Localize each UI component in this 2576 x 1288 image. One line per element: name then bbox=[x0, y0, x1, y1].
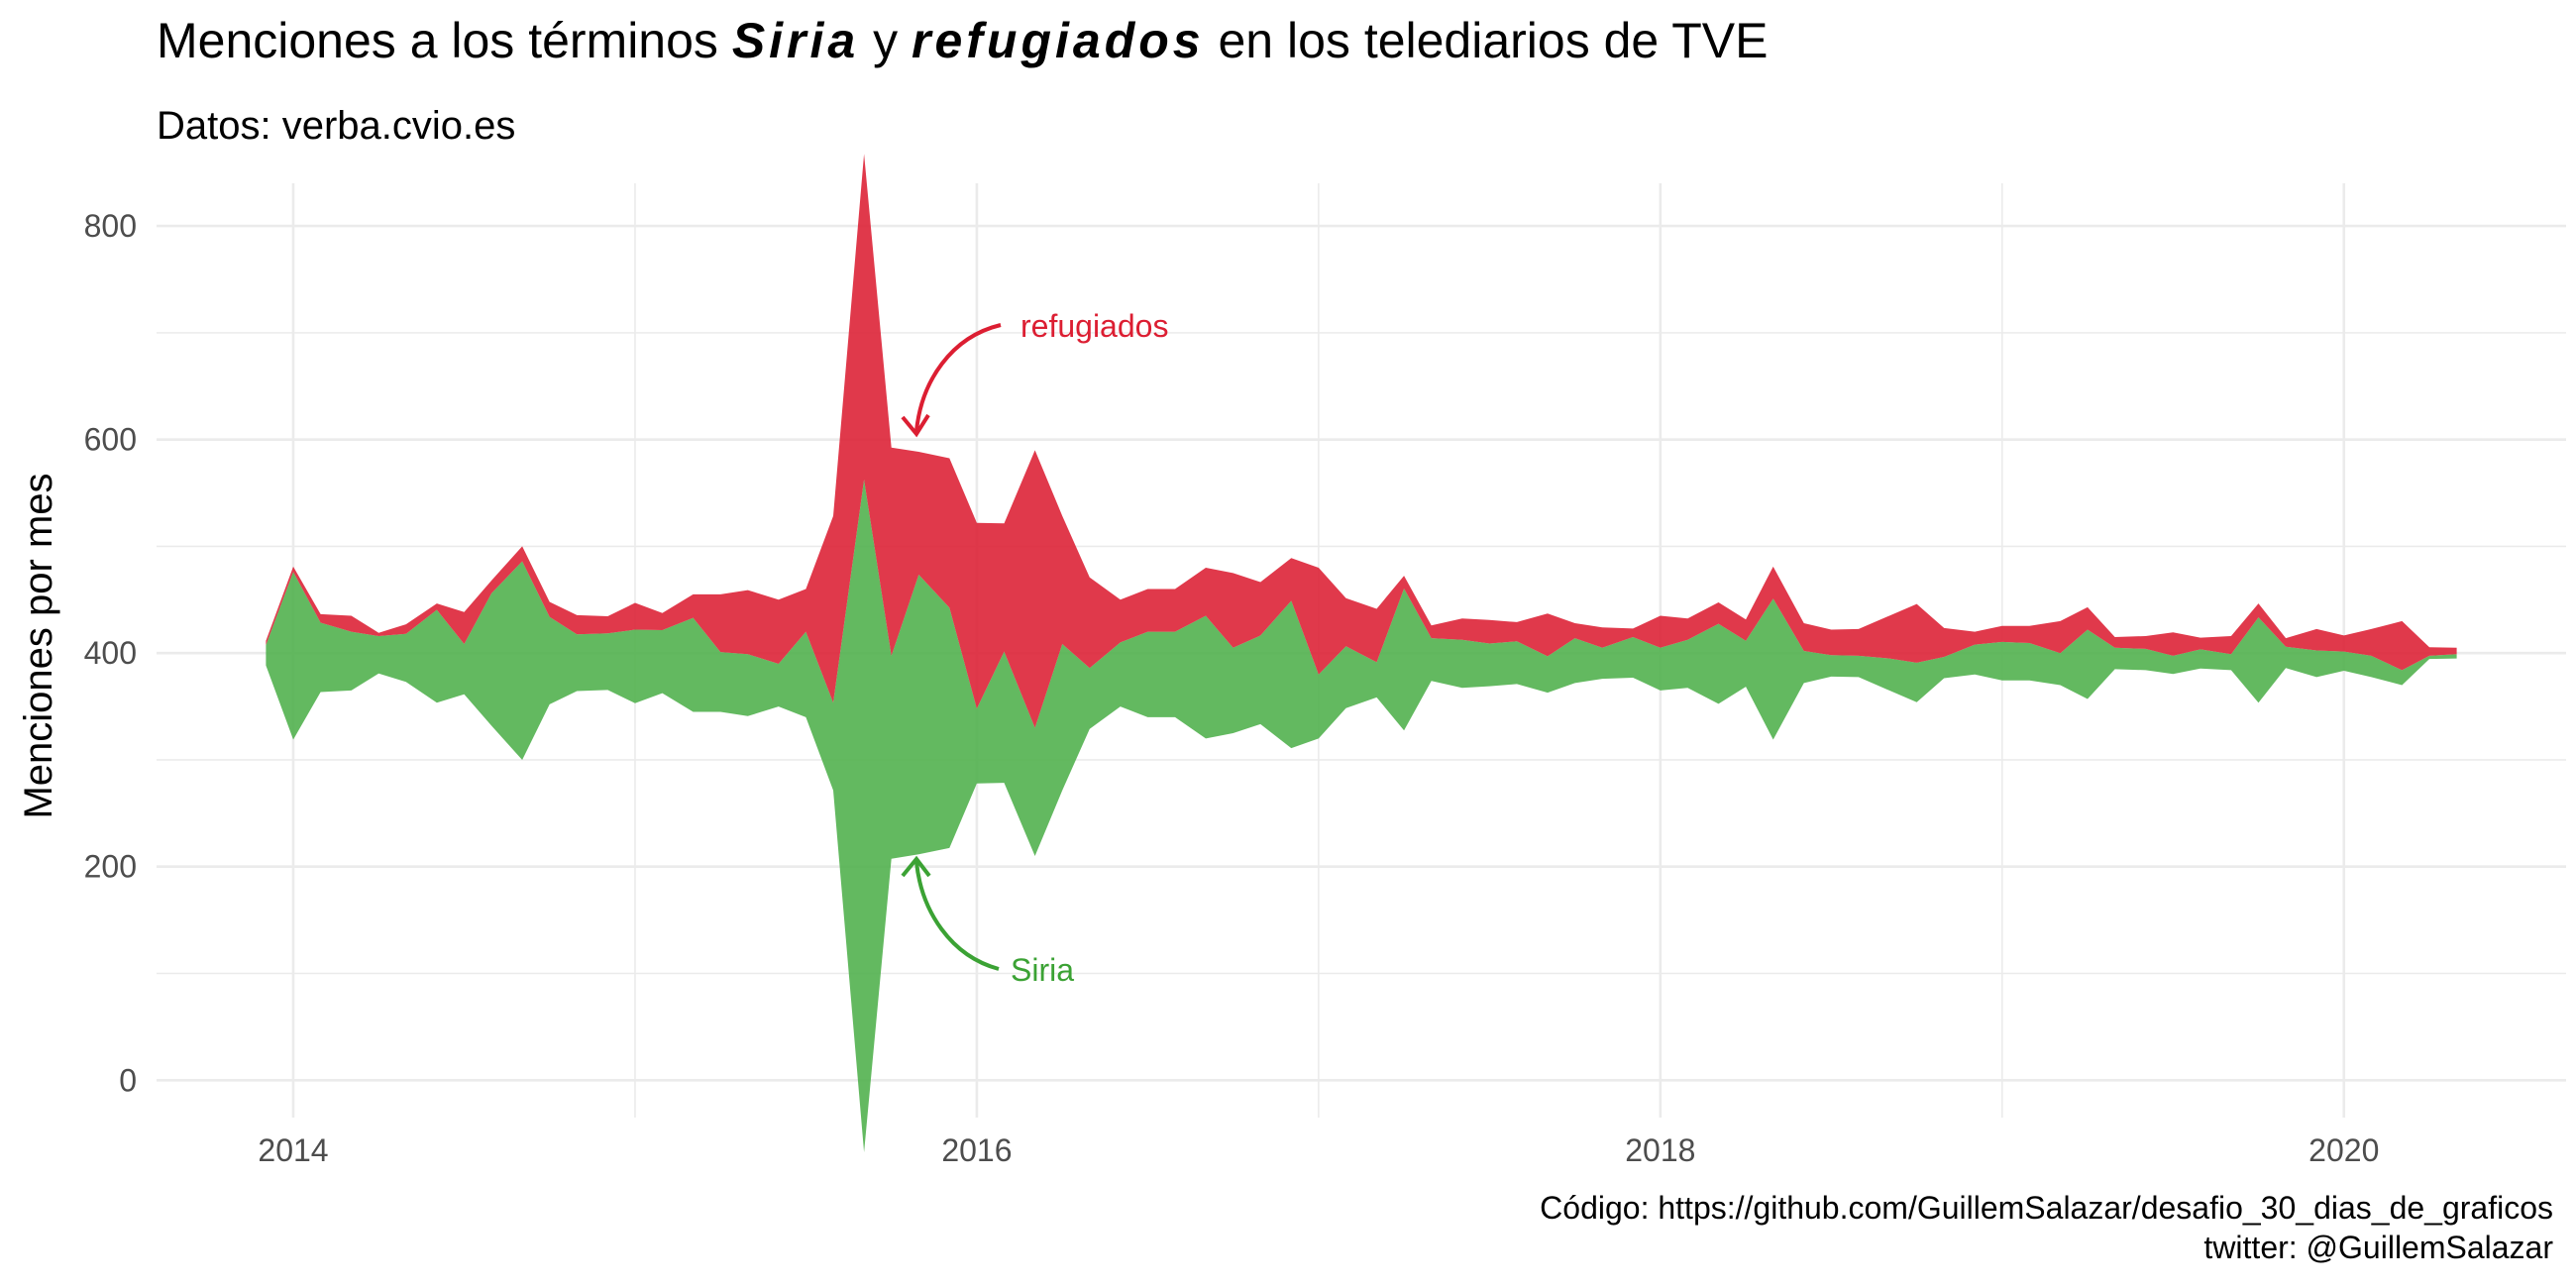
chart-subtitle: Datos: verba.cvio.es bbox=[157, 104, 515, 148]
x-tick-label: 2020 bbox=[2308, 1132, 2379, 1168]
title-term-siria: Siria bbox=[732, 13, 859, 68]
title-term-refugiados: refugiados bbox=[912, 13, 1205, 68]
caption-twitter: twitter: @GuillemSalazar bbox=[2203, 1230, 2553, 1265]
y-tick-label: 0 bbox=[119, 1062, 137, 1098]
y-tick-label: 400 bbox=[84, 635, 137, 671]
y-axis-title: Menciones por mes bbox=[17, 473, 60, 818]
annotation-refugiados: refugiados bbox=[901, 308, 1168, 438]
x-axis-ticks: 2014 2016 2018 2020 bbox=[258, 1132, 2379, 1168]
caption-code: Código: https://github.com/GuillemSalaza… bbox=[1540, 1190, 2553, 1226]
x-tick-label: 2018 bbox=[1625, 1132, 1695, 1168]
annotation-arrowhead-refugiados bbox=[901, 413, 930, 438]
annotation-siria: Siria bbox=[901, 855, 1074, 988]
chart-title: Menciones a los términos Siria y refugia… bbox=[157, 13, 1768, 68]
y-tick-label: 200 bbox=[84, 849, 137, 885]
x-tick-label: 2016 bbox=[941, 1132, 1012, 1168]
y-tick-label: 600 bbox=[84, 422, 137, 458]
annotation-arrow-siria bbox=[914, 861, 1000, 971]
annotation-arrowhead-siria bbox=[901, 855, 931, 878]
series-areas bbox=[266, 154, 2457, 1153]
y-tick-label: 800 bbox=[84, 208, 137, 244]
x-tick-label: 2014 bbox=[258, 1132, 328, 1168]
title-middle: y bbox=[859, 13, 912, 68]
area-siria bbox=[266, 480, 2457, 1153]
annotation-label-refugiados: refugiados bbox=[1020, 308, 1168, 344]
area-refugiados bbox=[266, 154, 2457, 728]
y-axis-ticks: 0 200 400 600 800 bbox=[84, 208, 137, 1098]
annotation-arrow-refugiados bbox=[914, 323, 1002, 432]
annotation-label-siria: Siria bbox=[1011, 952, 1074, 988]
title-prefix: Menciones a los términos bbox=[157, 13, 732, 68]
title-suffix: en los telediarios de TVE bbox=[1205, 13, 1769, 68]
